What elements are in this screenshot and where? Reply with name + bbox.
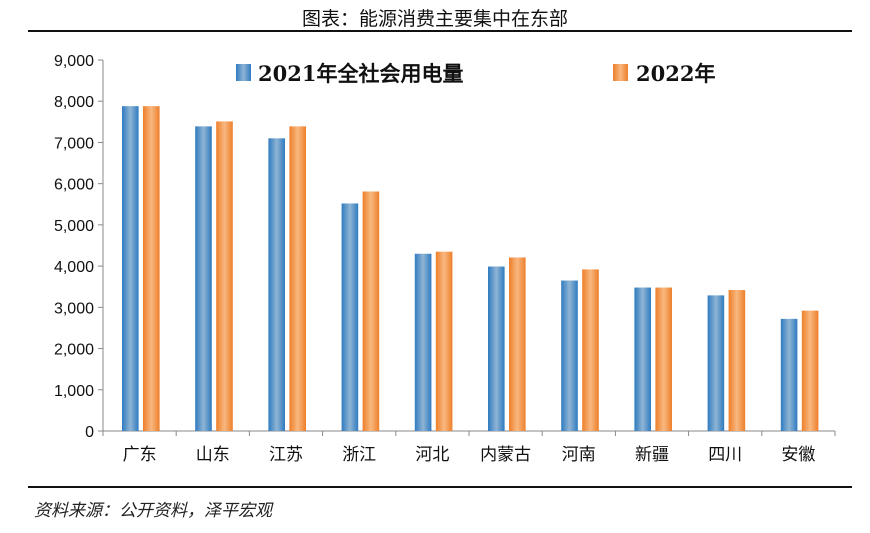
x-tick-label: 四川 — [708, 445, 742, 465]
y-tick-label: 4,000 — [54, 259, 94, 276]
bar-2021 — [707, 295, 725, 431]
y-tick-label: 3,000 — [54, 300, 94, 317]
legend-swatch — [613, 64, 628, 81]
bar-2021 — [268, 138, 285, 432]
y-tick-label: 2,000 — [54, 342, 94, 359]
source-note: 资料来源：公开资料，泽平宏观 — [34, 501, 272, 521]
y-tick-label: 6,000 — [54, 177, 94, 194]
x-tick-label: 江苏 — [269, 445, 303, 465]
bar-2022 — [143, 106, 160, 432]
bar-2021 — [488, 266, 505, 431]
bar-2022 — [655, 287, 672, 431]
x-tick-label: 内蒙古 — [480, 445, 531, 465]
legend-swatch — [236, 64, 251, 81]
x-tick-label: 广东 — [123, 445, 157, 465]
bar-2022 — [216, 121, 233, 431]
footer-rule — [28, 486, 852, 488]
x-tick-label: 安徽 — [781, 445, 815, 465]
bar-2021 — [780, 318, 798, 431]
bar-2022 — [582, 269, 599, 431]
x-tick-label: 新疆 — [635, 445, 669, 465]
bar-2021 — [195, 126, 212, 432]
y-tick-label: 0 — [85, 424, 94, 441]
title-rule — [28, 30, 852, 32]
bar-2022 — [435, 251, 453, 431]
bar-2021 — [341, 203, 359, 431]
y-tick-label: 7,000 — [54, 135, 94, 152]
y-tick-label: 5,000 — [54, 218, 94, 235]
x-tick-label: 河南 — [562, 445, 596, 465]
bar-2021 — [122, 106, 139, 432]
bar-2021 — [561, 280, 578, 431]
x-tick-label: 山东 — [196, 445, 230, 465]
x-tick-label: 河北 — [415, 445, 449, 465]
x-tick-label: 浙江 — [342, 445, 376, 465]
bar-2022 — [728, 290, 746, 431]
y-tick-label: 1,000 — [54, 383, 94, 400]
legend-label: 2022年 — [636, 61, 715, 86]
bar-2021 — [414, 253, 432, 431]
figure-title: 图表：能源消费主要集中在东部 — [301, 8, 568, 30]
legend-label: 2021年全社会用电量 — [258, 61, 463, 86]
bar-2021 — [634, 287, 651, 431]
bar-2022 — [289, 126, 306, 432]
bar-2022 — [509, 257, 526, 431]
bar-2022 — [362, 191, 380, 431]
y-tick-label: 9,000 — [54, 53, 94, 70]
bar-2022 — [801, 310, 819, 431]
y-tick-label: 8,000 — [54, 94, 94, 111]
